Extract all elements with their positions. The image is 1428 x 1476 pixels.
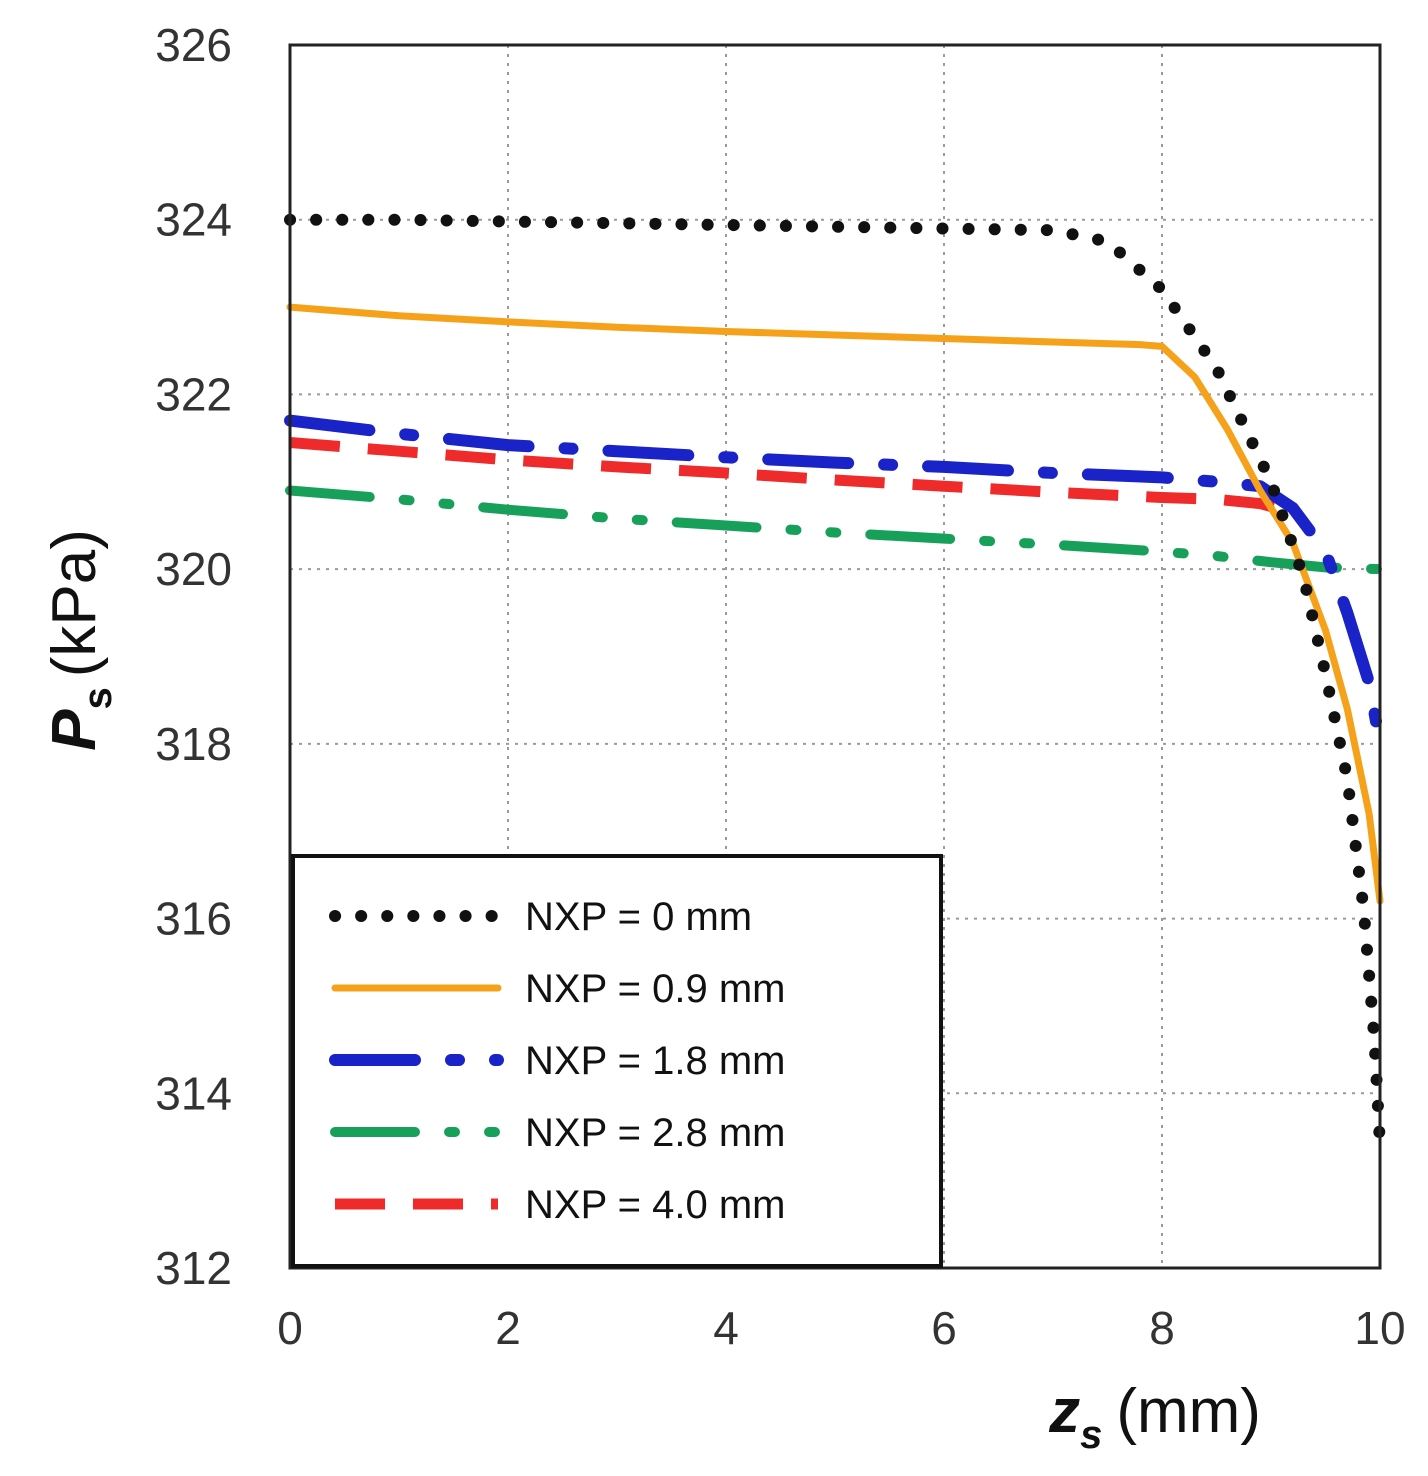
y-tick-label-320: 320 — [155, 543, 232, 595]
series-line-0 — [284, 213, 1386, 1152]
x-tick-label-10: 10 — [1354, 1302, 1405, 1354]
y-tick-label-318: 318 — [155, 718, 232, 770]
legend-label-3: NXP = 2.8 mm — [525, 1111, 785, 1155]
legend-label-4: NXP = 4.0 mm — [525, 1183, 785, 1227]
x-axis-symbol: z — [1048, 1377, 1080, 1446]
legend: NXP = 0 mm NXP = 0.9 mm NXP = 1.8 mm NXP = … — [291, 854, 943, 1268]
x-tick-label-8: 8 — [1149, 1302, 1175, 1354]
series-line-3 — [285, 485, 1385, 575]
x-tick-label-6: 6 — [931, 1302, 957, 1354]
y-tick-label-312: 312 — [155, 1242, 232, 1294]
x-axis-subscript: s — [1080, 1413, 1102, 1457]
x-tick-label-0: 0 — [277, 1302, 303, 1354]
y-axis-subscript: s — [76, 687, 120, 709]
y-axis-title: Ps (kPa) — [40, 529, 120, 751]
legend-label-1: NXP = 0.9 mm — [525, 967, 785, 1011]
y-axis-unit: (kPa) — [40, 529, 109, 677]
y-tick-labels: 312 314 316 318 320 322 324 326 — [155, 19, 232, 1294]
y-axis-symbol: P — [40, 709, 109, 751]
legend-label-2: NXP = 1.8 mm — [525, 1039, 785, 1083]
y-tick-label-316: 316 — [155, 893, 232, 945]
series-line-1 — [286, 303, 1384, 905]
series-line-2 — [284, 414, 1386, 750]
legend-label-0: NXP = 0 mm — [525, 895, 752, 939]
y-tick-label-324: 324 — [155, 194, 232, 246]
series-line-4 — [289, 437, 1295, 518]
x-axis-unit: (mm) — [1116, 1377, 1261, 1446]
y-tick-label-326: 326 — [155, 19, 232, 71]
x-tick-label-2: 2 — [495, 1302, 521, 1354]
x-tick-labels: 0 2 4 6 8 10 — [277, 1302, 1405, 1354]
y-tick-label-322: 322 — [155, 368, 232, 420]
series-lines — [284, 213, 1386, 1152]
x-tick-label-4: 4 — [713, 1302, 739, 1354]
y-tick-label-314: 314 — [155, 1067, 232, 1119]
x-axis-title: zs (mm) — [1048, 1377, 1261, 1457]
